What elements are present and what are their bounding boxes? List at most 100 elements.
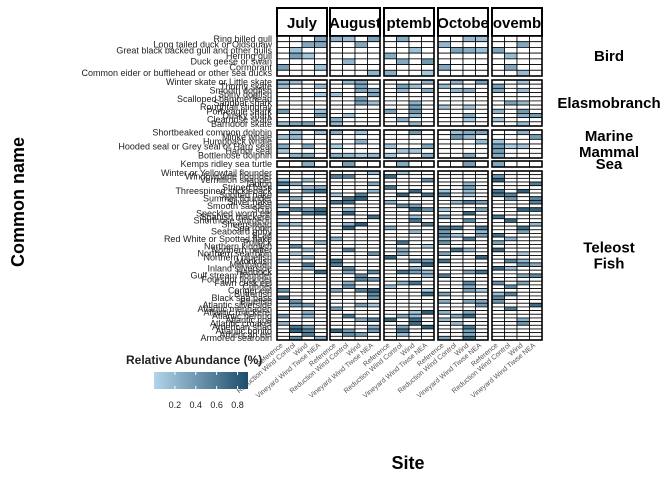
heatmap-cell [354,229,368,234]
heatmap-cell [491,185,505,190]
heatmap-cell [396,177,410,183]
heatmap-cell [516,47,530,54]
heatmap-cell [504,100,518,106]
group-label: Bird [594,48,624,65]
heatmap-cell [383,138,397,145]
heatmap-cell [475,113,489,119]
heatmap-cell [329,324,343,330]
heatmap-cell [314,138,328,145]
heatmap-cell [462,207,476,212]
heatmap-cell [301,188,315,194]
heatmap-cell [421,188,435,194]
heatmap-cell [276,64,290,71]
heatmap-cell [408,277,422,282]
heatmap-cell [367,258,381,264]
heatmap-cell [504,317,518,323]
species-label: Atlantic cod [225,315,272,325]
heatmap-cell [314,229,328,234]
heatmap-cell [437,236,451,242]
heatmap-cell [342,83,356,89]
heatmap-cell [354,328,368,334]
heatmap-panel [437,160,489,168]
species-label: Northern pipefish [203,252,272,262]
heatmap-cell [421,35,435,43]
heatmap-cell [491,284,505,289]
heatmap-cell [475,332,489,337]
heatmap-cell [314,211,328,216]
heatmap-cell [329,218,343,223]
heatmap-cell [289,302,303,308]
heatmap-cell [314,207,328,212]
heatmap-cell [516,41,530,48]
heatmap-cell [491,96,505,102]
heatmap-cell [421,240,435,245]
heatmap-cell [437,148,451,154]
heatmap-cell [367,266,381,271]
heatmap-cell [529,87,543,93]
heatmap-cell [408,181,422,187]
heatmap-cell [421,313,435,319]
heatmap-cell [450,266,464,271]
heatmap-cell [504,203,518,209]
heatmap-cell [289,41,303,48]
heatmap-cell [516,96,530,102]
panel-border [329,160,381,168]
heatmap-cell [383,113,397,119]
heatmap-cell [354,148,368,154]
heatmap-cell [354,233,368,238]
heatmap-cell [396,266,410,271]
heatmap-panel [437,129,489,159]
heatmap-cell [276,240,290,245]
heatmap-cell [437,324,451,330]
heatmap-cell [421,207,435,212]
heatmap-cell [529,64,543,71]
heatmap-cell [408,291,422,297]
heatmap-cell [504,41,518,48]
heatmap-cell [329,174,343,179]
heatmap-cell [450,41,464,48]
heatmap-cell [396,233,410,238]
heatmap-cell [437,138,451,145]
heatmap-cell [289,174,303,179]
heatmap-cell [314,58,328,65]
heatmap-cell [504,313,518,319]
heatmap-cell [516,262,530,267]
heatmap-cell [289,229,303,234]
heatmap-cell [314,317,328,323]
heatmap-cell [516,160,530,168]
heatmap-cell [301,35,315,43]
heatmap-cell [475,47,489,54]
heatmap-cell [421,104,435,110]
heatmap-cell [408,269,422,275]
heatmap-cell [354,83,368,89]
heatmap-cell [491,310,505,315]
heatmap-cell [329,83,343,89]
heatmap-cell [421,181,435,187]
heatmap-cell [529,266,543,271]
heatmap-cell [367,247,381,253]
heatmap-cell [491,35,505,43]
heatmap-cell [342,41,356,48]
heatmap-cell [462,196,476,201]
heatmap-cell [450,236,464,242]
heatmap-cell [529,207,543,212]
heatmap-cell [475,328,489,334]
heatmap-cell [475,92,489,98]
heatmap-cell [383,96,397,102]
species-label: Armored searobin [200,333,272,343]
heatmap-cell [450,321,464,326]
heatmap-cell [289,247,303,253]
heatmap-cell [301,321,315,326]
heatmap-cell [289,273,303,278]
heatmap-cell [408,113,422,119]
heatmap-cell [462,222,476,227]
heatmap-cell [329,321,343,326]
heatmap-cell [314,188,328,194]
heatmap-cell [396,236,410,242]
heatmap-cell [529,211,543,216]
heatmap-cell [529,100,543,106]
heatmap-cell [367,87,381,93]
heatmap-cell [354,321,368,326]
heatmap-cell [529,134,543,140]
heatmap-cell [383,177,397,183]
